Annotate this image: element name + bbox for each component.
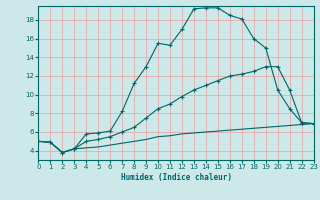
X-axis label: Humidex (Indice chaleur): Humidex (Indice chaleur) xyxy=(121,173,231,182)
